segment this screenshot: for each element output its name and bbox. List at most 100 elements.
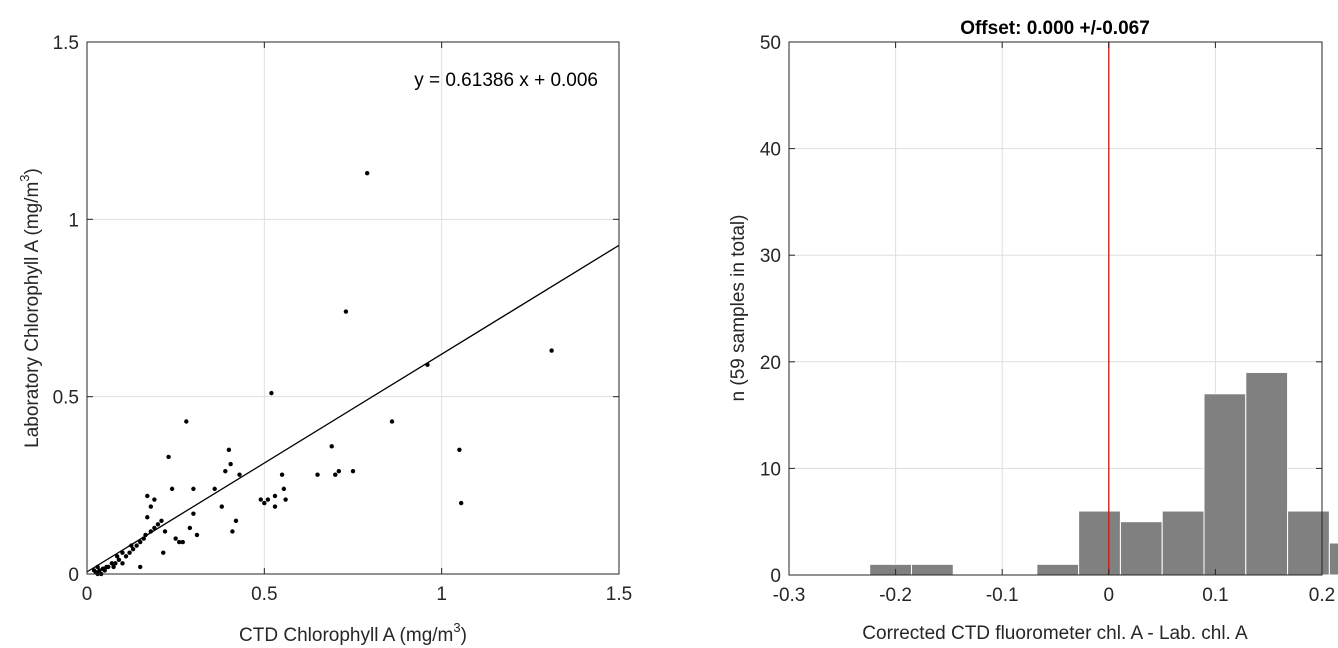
histogram-x-tick-label: 0.1 (1202, 585, 1228, 606)
scatter-point (138, 564, 143, 570)
scatter-point (155, 522, 161, 527)
histogram-ticks: -0.3 -0.2 -0.1 0 0.1 0.2 0 10 20 30 40 50 (760, 33, 1335, 606)
scatter-point (109, 561, 115, 566)
scatter-point (145, 515, 150, 520)
scatter-point (237, 472, 242, 477)
histogram-y-tick-label: 10 (760, 459, 781, 480)
scatter-point (152, 497, 157, 502)
scatter-point (127, 550, 132, 555)
scatter-point (116, 557, 122, 563)
scatter-point (184, 419, 189, 424)
histogram-x-label: Corrected CTD fluorometer chl. A - Lab. … (862, 623, 1248, 644)
scatter-point (97, 568, 102, 573)
scatter-point (265, 497, 271, 502)
scatter-point (329, 444, 334, 449)
scatter-point (457, 447, 462, 453)
histogram-bar (1078, 510, 1121, 576)
scatter-y-tick-label: 1 (68, 210, 79, 231)
scatter-point (138, 539, 143, 545)
scatter-panel: 0 0.5 1 1.5 0 0.5 1 1.5 y = 0.61386 x + 0.006 C… (17, 33, 632, 646)
scatter-point (272, 504, 278, 509)
histogram-bar (1328, 542, 1338, 576)
scatter-point (134, 543, 139, 548)
histogram-bar (869, 563, 912, 576)
histogram-bar (1119, 521, 1163, 576)
scatter-x-tick-label: 0.5 (251, 584, 277, 605)
scatter-point (283, 497, 288, 502)
scatter-point (269, 390, 274, 396)
scatter-point (333, 472, 338, 477)
scatter-point (262, 500, 267, 506)
scatter-point (230, 529, 235, 534)
histogram-bars (827, 371, 1338, 576)
scatter-y-label: Laboratory Chlorophyll A (mg/m3) (17, 168, 43, 448)
histogram-x-tick-label: -0.3 (773, 585, 806, 606)
scatter-point (102, 568, 107, 573)
scatter-point (350, 468, 356, 474)
histogram-x-tick-label: -0.1 (986, 585, 1019, 606)
scatter-point (389, 419, 395, 424)
histogram-bar (1161, 510, 1205, 576)
histogram-bar (1203, 393, 1247, 576)
histogram-x-tick-label: 0 (1104, 585, 1115, 606)
scatter-point (113, 561, 118, 566)
scatter-point (279, 472, 285, 477)
histogram-title: Offset: 0.000 +/-0.067 (960, 18, 1150, 39)
histogram-y-tick-label: 30 (760, 246, 781, 267)
scatter-point (159, 518, 164, 523)
histogram-axes-box (788, 41, 1323, 576)
histogram-bar (1245, 371, 1289, 576)
scatter-point (120, 550, 125, 555)
scatter-point (166, 454, 171, 460)
scatter-ticks: 0 0.5 1 1.5 0 0.5 1 1.5 (53, 33, 633, 605)
scatter-point (120, 561, 125, 566)
scatter-point (106, 564, 111, 570)
scatter-points (91, 171, 554, 577)
scatter-point (114, 554, 120, 559)
scatter-point (111, 564, 116, 570)
scatter-point (191, 511, 196, 516)
scatter-point (343, 309, 349, 314)
scatter-point (130, 546, 136, 552)
scatter-point (123, 554, 129, 559)
scatter-point (364, 171, 370, 176)
scatter-point (191, 486, 196, 492)
scatter-x-tick-label: 0 (82, 584, 93, 605)
scatter-point (180, 539, 185, 545)
histogram-x-tick-label: -0.2 (879, 585, 912, 606)
histogram-y-tick-label: 0 (770, 566, 781, 587)
scatter-point (315, 472, 320, 477)
histogram-bar (910, 563, 954, 576)
regression-line (86, 244, 620, 573)
histogram-y-tick-label: 40 (760, 140, 781, 161)
histogram-y-tick-label: 20 (760, 353, 781, 374)
scatter-point (272, 493, 278, 499)
scatter-axes-box (86, 41, 620, 575)
histogram-bar (1287, 510, 1330, 576)
scatter-point (162, 529, 168, 534)
scatter-grid (87, 42, 619, 574)
scatter-point (161, 550, 166, 555)
scatter-point (258, 497, 263, 502)
scatter-point (228, 461, 233, 467)
scatter-point (212, 486, 217, 492)
scatter-point (173, 536, 178, 541)
histogram-y-label: n (59 samples in total) (728, 215, 749, 402)
scatter-y-tick-label: 0.5 (53, 388, 79, 409)
scatter-y-tick-label: 1.5 (53, 33, 79, 54)
histogram-panel: -0.3 -0.2 -0.1 0 0.1 0.2 0 10 20 30 40 50 Offset: 0… (728, 18, 1338, 644)
scatter-point (223, 468, 228, 474)
scatter-point (169, 486, 175, 492)
scatter-point (336, 468, 342, 474)
scatter-x-tick-label: 1.5 (606, 584, 632, 605)
histogram-x-tick-label: 0.2 (1309, 585, 1335, 606)
scatter-point (458, 500, 464, 506)
scatter-point (219, 504, 224, 509)
scatter-point (148, 504, 154, 509)
scatter-x-label: CTD Chlorophyll A (mg/m3) (239, 620, 467, 646)
scatter-point (145, 493, 150, 499)
scatter-y-tick-label: 0 (68, 565, 79, 586)
scatter-point (233, 518, 239, 523)
scatter-point (152, 525, 157, 531)
